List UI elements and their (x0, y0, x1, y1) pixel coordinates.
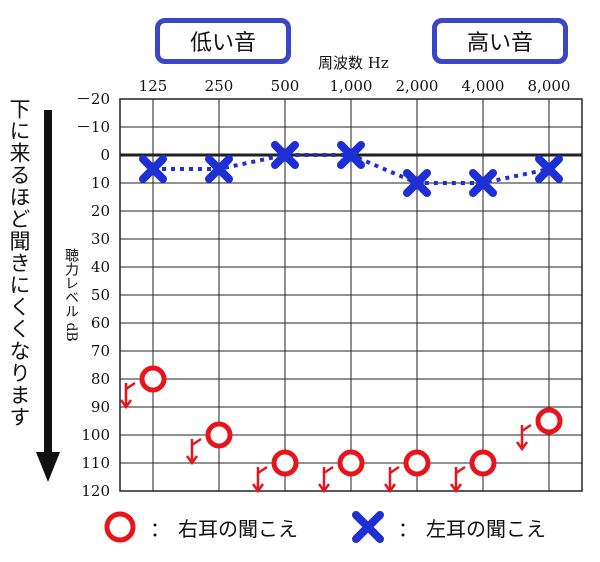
scale-out-arrow-head (383, 483, 397, 494)
legend-cross-icon (352, 511, 384, 543)
legend-circle-icon (104, 511, 136, 543)
right-ear-circle-point (337, 449, 365, 477)
left-ear-cross-point (271, 141, 299, 169)
legend-right-ear: ： 右耳の聞こえ (100, 506, 298, 548)
x-tick-label: 8,000 (528, 77, 571, 95)
frequency-unit-label: 周波数 Hz (318, 54, 389, 72)
y-tick-label: 120 (81, 482, 110, 500)
y-tick-label: 20 (91, 202, 110, 220)
left-ear-cross-point (535, 155, 563, 183)
legend-separator: ： (150, 516, 170, 541)
y-tick-label: －10 (76, 118, 110, 136)
y-tick-label: 30 (91, 230, 110, 248)
legend-left-ear: ： 左耳の聞こえ (348, 506, 546, 548)
high-sound-tag: 高い音 (432, 18, 568, 64)
scale-out-arrow-head (515, 441, 529, 452)
x-tick-label: 1,000 (330, 77, 373, 95)
left-ear-cross-point (139, 155, 167, 183)
low-sound-tag: 低い音 (155, 18, 291, 64)
left-ear-cross-point (403, 169, 431, 197)
side-note: 下に来るほど聞きにくくなります (7, 98, 31, 428)
right-ear-circle-point (139, 365, 167, 393)
x-tick-label: 250 (205, 77, 234, 95)
scale-out-arrow-tick (455, 465, 466, 475)
y-tick-label: 90 (91, 398, 110, 416)
legend-left-ear-label: 左耳の聞こえ (426, 516, 546, 541)
y-tick-label: 70 (91, 342, 110, 360)
right-ear-circle-point (535, 407, 563, 435)
y-tick-label: 110 (81, 454, 110, 472)
y-tick-label: －20 (76, 90, 110, 108)
scale-out-arrow-head (185, 455, 199, 466)
legend-separator: ： (398, 516, 418, 541)
x-tick-label: 125 (139, 77, 168, 95)
left-ear-cross-point (337, 141, 365, 169)
direction-arrow-head (36, 452, 60, 482)
y-axis-label: 聴力レベル dB (63, 248, 79, 342)
scale-out-arrow-tick (257, 465, 268, 475)
left-ear-cross-point (469, 169, 497, 197)
right-ear-circle-point (205, 421, 233, 449)
scale-out-arrow-head (449, 483, 463, 494)
left-ear-cross-point (205, 155, 233, 183)
y-tick-label: 100 (81, 426, 110, 444)
right-ear-circle-point (271, 449, 299, 477)
scale-out-arrow-tick (323, 465, 334, 475)
scale-out-arrow-head (119, 399, 133, 410)
scale-out-arrow-tick (521, 423, 532, 433)
right-ear-circle-point (469, 449, 497, 477)
y-tick-label: 80 (91, 370, 110, 388)
x-tick-label: 4,000 (462, 77, 505, 95)
y-tick-label: 10 (91, 174, 110, 192)
y-tick-label: 60 (91, 314, 110, 332)
right-ear-circle-point (403, 449, 431, 477)
scale-out-arrow-tick (389, 465, 400, 475)
scale-out-arrow-tick (125, 381, 136, 391)
scale-out-arrow-head (251, 483, 265, 494)
legend-right-ear-label: 右耳の聞こえ (178, 516, 298, 541)
y-tick-label: 40 (91, 258, 110, 276)
scale-out-arrow-tick (191, 437, 202, 447)
y-tick-label: 0 (100, 146, 110, 164)
x-tick-label: 500 (271, 77, 300, 95)
y-tick-label: 50 (91, 286, 110, 304)
x-tick-label: 2,000 (396, 77, 439, 95)
scale-out-arrow-head (317, 483, 331, 494)
